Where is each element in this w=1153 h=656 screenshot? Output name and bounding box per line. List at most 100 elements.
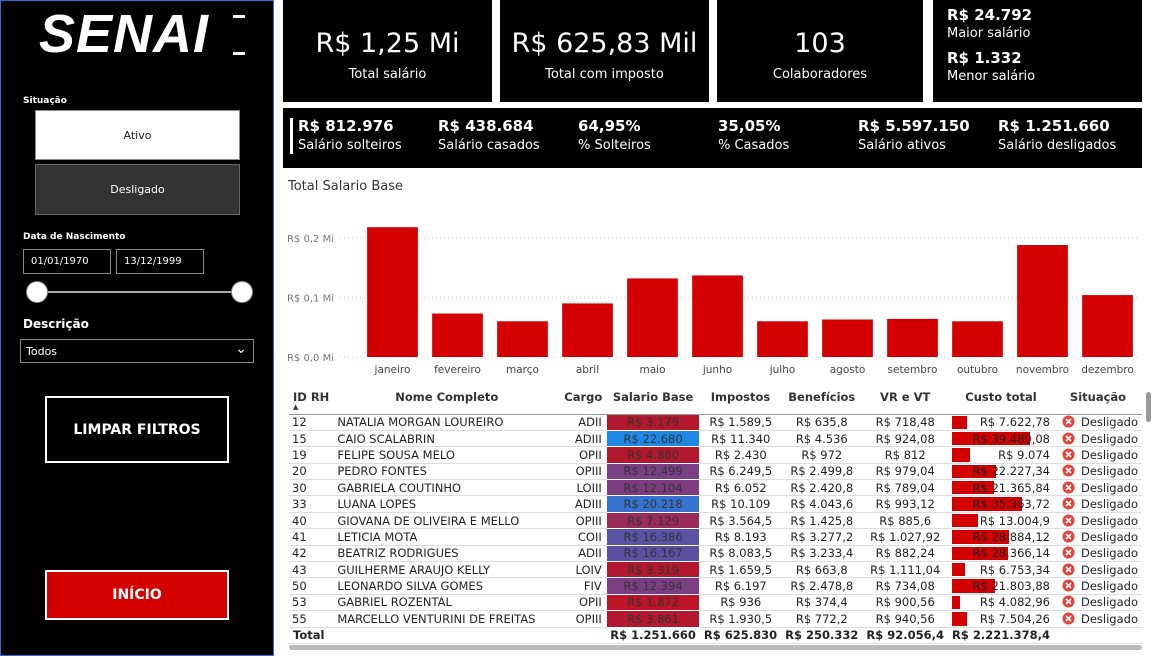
- data-bar: [952, 513, 978, 528]
- bar: [1017, 245, 1068, 357]
- table-cell: Desligado: [1054, 512, 1142, 530]
- clear-filters-button[interactable]: LIMPAR FILTROS: [45, 396, 229, 463]
- table-cell: R$ 4.082,96: [948, 594, 1054, 612]
- salary-card: R$ 24.792 Maior salário R$ 1.332 Menor s…: [933, 0, 1142, 102]
- table-cell: Desligado: [1054, 446, 1142, 464]
- slider-handle[interactable]: [26, 281, 48, 303]
- table-cell: R$ 35.363,72: [948, 495, 1054, 513]
- table-cell: 15: [289, 430, 334, 448]
- table-row: 50 LEONARDO SILVA GOMES FIV R$ 12.394 R$ 6.1…: [289, 577, 1142, 595]
- home-button[interactable]: INÍCIO: [45, 570, 229, 620]
- table-row: 40 GIOVANA DE OLIVEIRA E MELLO OPIII R$ 7.1…: [289, 511, 1142, 530]
- status-icon: [1062, 432, 1075, 445]
- total-cell: R$ 625.830: [699, 626, 782, 644]
- table-cell: 40: [289, 512, 334, 530]
- table-cell: R$ 3.179: [605, 413, 701, 431]
- table-cell: 53: [289, 594, 334, 612]
- cell-text: R$ 13.004,9: [979, 513, 1050, 528]
- status-icon: [1062, 497, 1075, 510]
- status-icon: [1062, 595, 1075, 608]
- data-table: ID RH ▲ Nome Completo Cargo Salario Base Impo…: [289, 390, 1142, 644]
- table-cell: R$ 22.680: [605, 429, 701, 448]
- kpi: 64,95% % Solteiros: [578, 117, 651, 153]
- table-cell: R$ 4.860: [605, 446, 701, 464]
- table-row: 43 GUILHERME ARAUJO KELLY LOIV R$ 3.319 R$ 1…: [289, 561, 1142, 579]
- table-cell: BEATRIZ RODRIGUES: [333, 545, 561, 563]
- table-cell: R$ 16.167: [605, 544, 701, 563]
- table-row: 53 GABRIEL ROZENTAL OPII R$ 1.872 R$ 936 R$ 3…: [289, 593, 1142, 612]
- table-cell: R$ 3.319: [605, 561, 701, 579]
- table-cell: R$ 936: [699, 594, 782, 612]
- table-cell: ADII: [560, 545, 607, 563]
- total-cell: [333, 626, 561, 644]
- table-cell: GIOVANA DE OLIVEIRA E MELLO: [333, 512, 561, 530]
- table-cell: R$ 972: [781, 446, 863, 464]
- table-cell: 41: [289, 528, 334, 546]
- column-header: Custo total: [948, 390, 1054, 415]
- cell-text: Desligado: [1081, 595, 1138, 610]
- table-row: 19 FELIPE SOUSA MELO OPII R$ 4.860 R$ 2.430 R…: [289, 446, 1142, 464]
- card-label: Total salário: [348, 67, 427, 82]
- table-cell: Desligado: [1054, 528, 1142, 546]
- table-cell: PEDRO FONTES: [333, 463, 561, 481]
- dropdown[interactable]: Todos ⌄: [20, 339, 254, 363]
- table-cell: Desligado: [1054, 414, 1142, 431]
- table-cell: R$ 9.074: [948, 446, 1054, 464]
- table-cell: 42: [289, 545, 334, 563]
- table-cell: Desligado: [1054, 610, 1142, 628]
- date-input[interactable]: 13/12/1999: [116, 249, 204, 274]
- y-tick-label: R$ 0,0 Mi: [287, 353, 334, 364]
- x-tick-label: outubro: [957, 364, 998, 376]
- table-cell: FELIPE SOUSA MELO: [333, 446, 561, 464]
- table-cell: Desligado: [1054, 545, 1142, 563]
- bar: [562, 303, 613, 357]
- scrollbar: [289, 645, 1142, 650]
- table-cell: LEONARDO SILVA GOMES: [333, 577, 561, 595]
- table-cell: 12: [289, 414, 334, 431]
- table-cell: OPIII: [560, 512, 607, 530]
- card-label: Menor salário: [947, 69, 1036, 84]
- table-cell: LETICIA MOTA: [333, 528, 561, 546]
- date-input[interactable]: 01/01/1970: [23, 249, 111, 274]
- status-icon: [1062, 514, 1075, 527]
- header-row: ID RH ▲ Nome Completo Cargo Salario Base Impo…: [289, 390, 1142, 415]
- cell-text: Desligado: [1081, 529, 1138, 544]
- total-cell: R$ 250.332: [781, 626, 863, 644]
- kpi-value: R$ 1.251.660: [998, 117, 1110, 135]
- status-icon: [1062, 448, 1075, 461]
- table-cell: R$ 924,08: [862, 430, 949, 448]
- filter-label: Descrição: [23, 317, 89, 331]
- x-tick-label: maio: [639, 364, 665, 376]
- table-cell: R$ 39.480,08: [948, 430, 1054, 448]
- table-cell: R$ 7.129: [605, 511, 701, 530]
- kpi: R$ 438.684 Salário casados: [438, 117, 540, 153]
- table-cell: CAIO SCALABRIN: [333, 430, 561, 448]
- column-header: Cargo: [560, 390, 607, 415]
- table-cell: LUANA LOPES: [333, 495, 561, 513]
- kpi-value: 35,05%: [718, 117, 781, 135]
- bar: [432, 313, 483, 357]
- option-button[interactable]: Desligado: [35, 164, 240, 215]
- bar: [757, 321, 808, 357]
- table-cell: R$ 2.478,8: [781, 577, 863, 595]
- total-row: Total R$ 1.251.660 R$ 625.830 R$ 250.332 R$ …: [289, 626, 1142, 644]
- status-icon: [1062, 464, 1075, 477]
- table-cell: R$ 6.249,5: [699, 463, 782, 481]
- table-cell: R$ 16.386: [605, 528, 701, 546]
- table-cell: R$ 374,4: [781, 594, 863, 612]
- table-cell: R$ 1.589,5: [699, 414, 782, 431]
- chart: R$ 0,0 Mi R$ 0,1 Mi R$ 0,2 Mi janeiro fevere…: [287, 227, 1140, 376]
- kpi-card: R$ 1,25 Mi Total salário: [283, 0, 492, 102]
- date-value: 01/01/1970: [31, 256, 89, 267]
- x-tick-label: agosto: [830, 364, 866, 376]
- data-bar: [952, 431, 1031, 446]
- slider-handle[interactable]: [231, 281, 253, 303]
- kpi-label: % Casados: [718, 138, 790, 153]
- option-button[interactable]: Ativo: [35, 110, 240, 160]
- data-bar: [952, 595, 961, 610]
- table-cell: 33: [289, 495, 334, 513]
- table-cell: R$ 1.930,5: [699, 610, 782, 628]
- table-cell: Desligado: [1054, 577, 1142, 595]
- card-label: Colaboradores: [772, 67, 868, 82]
- x-tick-label: junho: [702, 364, 732, 376]
